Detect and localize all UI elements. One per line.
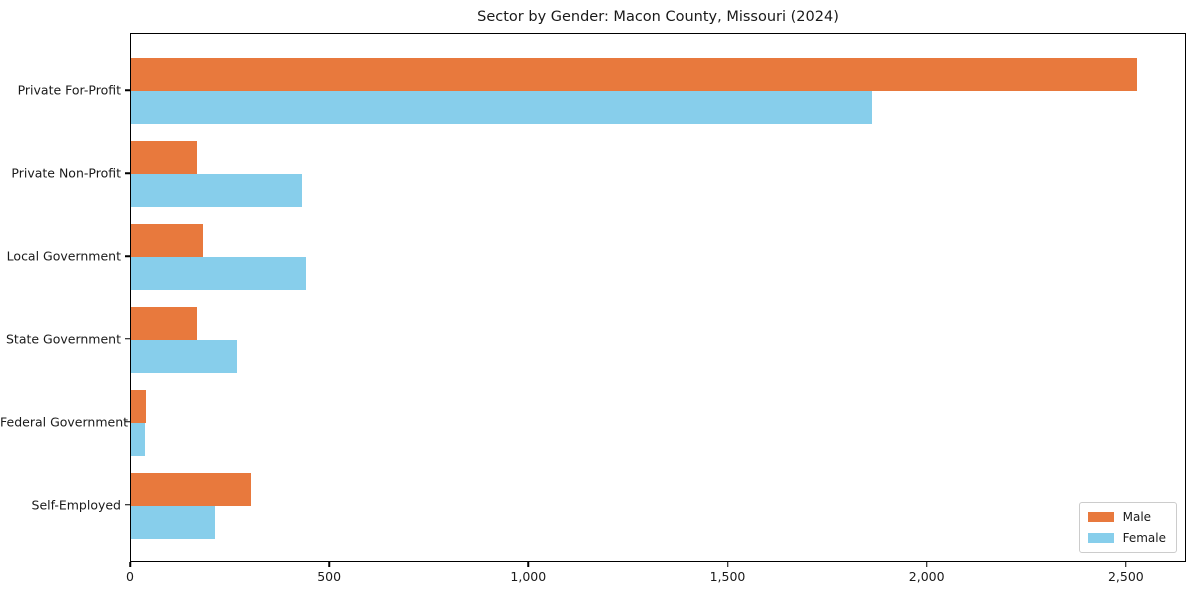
bar-female-local-government bbox=[131, 257, 307, 291]
bar-male-private-for-profit bbox=[131, 58, 1137, 92]
plot-area: Male Female bbox=[130, 33, 1186, 562]
bar-male-self-employed bbox=[131, 472, 251, 506]
x-tick-mark bbox=[527, 562, 530, 567]
y-tick-mark bbox=[125, 504, 130, 506]
legend-label-male: Male bbox=[1122, 510, 1152, 524]
y-tick-mark bbox=[125, 421, 130, 423]
y-tick-label-federal-government: Federal Government bbox=[0, 414, 129, 430]
x-tick-label-2500: 2,500 bbox=[1107, 569, 1144, 584]
x-tick-mark bbox=[1125, 562, 1127, 567]
legend-label-female: Female bbox=[1122, 531, 1166, 545]
legend-entry-female: Female bbox=[1087, 531, 1166, 545]
male-color-swatch bbox=[1087, 512, 1114, 522]
bar-male-local-government bbox=[131, 223, 203, 258]
y-tick-label-private-non-profit: Private Non-Profit bbox=[11, 165, 121, 181]
bar-male-private-non-profit bbox=[131, 140, 197, 175]
chart-title: Sector by Gender: Macon County, Missouri… bbox=[477, 9, 839, 25]
legend-entry-male: Male bbox=[1087, 510, 1166, 524]
y-tick-label-self-employed: Self-Employed bbox=[31, 497, 121, 513]
bar-female-federal-government bbox=[131, 422, 145, 457]
x-tick-label-2000: 2,000 bbox=[908, 569, 945, 584]
y-tick-label-private-for-profit: Private For-Profit bbox=[17, 82, 121, 98]
bar-male-state-government bbox=[131, 306, 197, 340]
x-tick-mark bbox=[925, 562, 928, 567]
x-tick-mark bbox=[328, 562, 330, 567]
bar-female-self-employed bbox=[131, 505, 215, 539]
x-tick-label-500: 500 bbox=[317, 569, 342, 584]
y-tick-label-local-government: Local Government bbox=[6, 248, 121, 264]
y-tick-label-state-government: State Government bbox=[5, 331, 121, 347]
y-tick-mark bbox=[125, 255, 130, 257]
legend: Male Female bbox=[1078, 502, 1177, 553]
female-color-swatch bbox=[1087, 533, 1114, 543]
x-tick-mark bbox=[726, 562, 729, 567]
bar-female-private-non-profit bbox=[131, 174, 303, 208]
x-tick-label-0: 0 bbox=[126, 569, 134, 584]
x-tick-mark bbox=[129, 562, 131, 567]
y-tick-mark bbox=[125, 89, 130, 91]
x-tick-label-1500: 1,500 bbox=[709, 569, 746, 584]
x-tick-label-1000: 1,000 bbox=[510, 569, 547, 584]
bar-female-state-government bbox=[131, 339, 237, 374]
y-tick-mark bbox=[125, 172, 130, 174]
bar-female-private-for-profit bbox=[131, 91, 872, 125]
y-tick-mark bbox=[125, 338, 130, 340]
bar-male-federal-government bbox=[131, 389, 147, 423]
